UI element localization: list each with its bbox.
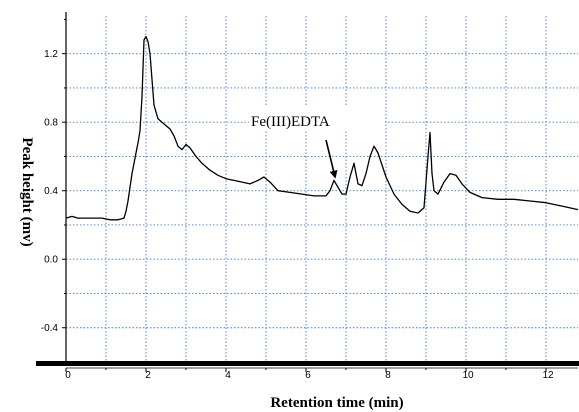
x-tick-label: 6: [305, 370, 311, 381]
x-tick-label: 12: [542, 370, 554, 381]
x-tick-label: 0: [65, 370, 71, 381]
annotation-label: Fe(III)EDTA: [251, 114, 330, 130]
annotation-arrow: [325, 139, 338, 179]
y-axis-title: Peak height (mv): [19, 137, 35, 246]
x-tick-label: 4: [225, 370, 231, 381]
x-axis-band: [36, 361, 579, 366]
x-tick-label: 2: [145, 370, 151, 381]
x-tick-label: 10: [462, 370, 474, 381]
series-line-0: [65, 35, 579, 221]
annotation-layer: Fe(III)EDTA: [249, 106, 385, 179]
series-layer: [65, 35, 579, 221]
x-axis-title: Retention time (min): [270, 395, 403, 411]
tick-labels: -0.4 0.0 0.4 0.8 1.2 0 2 4 6 8 10 12: [41, 49, 554, 381]
y-tick-label: 1.2: [44, 49, 58, 60]
y-tick-label: 0.4: [44, 186, 58, 197]
x-tick-label: 8: [385, 370, 391, 381]
y-tick-label: -0.4: [41, 323, 59, 334]
y-tick-label: 0.0: [44, 255, 58, 266]
annotation-background: [249, 106, 385, 130]
axes: [36, 12, 579, 372]
y-tick-label: 0.8: [44, 118, 58, 129]
